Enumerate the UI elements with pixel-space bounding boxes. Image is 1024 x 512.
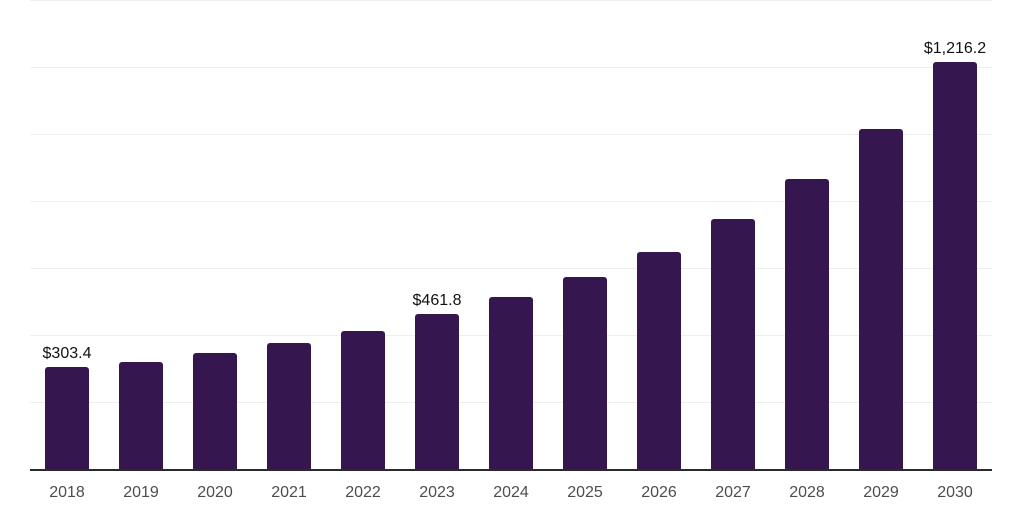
bar-2023: $461.8 bbox=[413, 293, 461, 469]
bar-2027 bbox=[711, 219, 755, 469]
x-axis-label-2028: 2028 bbox=[789, 484, 825, 501]
x-axis-label-2024: 2024 bbox=[493, 484, 529, 501]
bar-slot-2029 bbox=[844, 0, 918, 469]
bar-2022 bbox=[341, 331, 385, 469]
bar-slot-2022 bbox=[326, 0, 400, 469]
x-axis-label-2025: 2025 bbox=[567, 484, 603, 501]
bar-2021 bbox=[267, 343, 311, 469]
bar-value-label-2018: $303.4 bbox=[42, 345, 92, 362]
x-axis-label-2022: 2022 bbox=[345, 484, 381, 501]
bar-2020 bbox=[193, 353, 237, 469]
bars: $303.4 $461.8 $1,216.2 bbox=[30, 0, 992, 469]
plot-area: $303.4 $461.8 $1,216.2 bbox=[30, 0, 992, 469]
bar-slot-2026 bbox=[622, 0, 696, 469]
bar-slot-2018: $303.4 bbox=[30, 0, 104, 469]
bar-slot-2024 bbox=[474, 0, 548, 469]
bar-2026 bbox=[637, 252, 681, 469]
x-axis-label-2023: 2023 bbox=[419, 484, 455, 501]
bar-slot-2023: $461.8 bbox=[400, 0, 474, 469]
bar-2024 bbox=[489, 297, 533, 469]
x-axis-label-2021: 2021 bbox=[271, 484, 307, 501]
bar-2030: $1,216.2 bbox=[924, 41, 986, 469]
x-axis-label-2026: 2026 bbox=[641, 484, 677, 501]
gridline-1000 bbox=[30, 134, 992, 135]
bar-slot-2025 bbox=[548, 0, 622, 469]
bar-value-label-2030: $1,216.2 bbox=[923, 40, 987, 57]
x-axis-label-2020: 2020 bbox=[197, 484, 233, 501]
x-axis-label-2030: 2030 bbox=[937, 484, 973, 501]
bar-value-label-2023: $461.8 bbox=[412, 292, 462, 309]
bar-2025 bbox=[563, 277, 607, 469]
bar-slot-2021 bbox=[252, 0, 326, 469]
bar-slot-2019 bbox=[104, 0, 178, 469]
bar-2019 bbox=[119, 362, 163, 469]
x-axis-label-2027: 2027 bbox=[715, 484, 751, 501]
gridline-1200 bbox=[30, 67, 992, 68]
bar-slot-2020 bbox=[178, 0, 252, 469]
gridline-600 bbox=[30, 268, 992, 269]
gridline-1400 bbox=[30, 0, 992, 1]
bar-slot-2028 bbox=[770, 0, 844, 469]
x-axis-label-2029: 2029 bbox=[863, 484, 899, 501]
x-axis-line bbox=[30, 469, 992, 471]
bar-2028 bbox=[785, 179, 829, 469]
bar-2029 bbox=[859, 129, 903, 469]
x-axis-label-2018: 2018 bbox=[49, 484, 85, 501]
bar-slot-2027 bbox=[696, 0, 770, 469]
x-axis-label-2019: 2019 bbox=[123, 484, 159, 501]
gridline-800 bbox=[30, 201, 992, 202]
bar-2018: $303.4 bbox=[43, 346, 91, 469]
bar-slot-2030: $1,216.2 bbox=[918, 0, 992, 469]
x-axis-labels: 2018 2019 2020 2021 2022 2023 2024 2025 2026 2027… bbox=[30, 471, 992, 501]
